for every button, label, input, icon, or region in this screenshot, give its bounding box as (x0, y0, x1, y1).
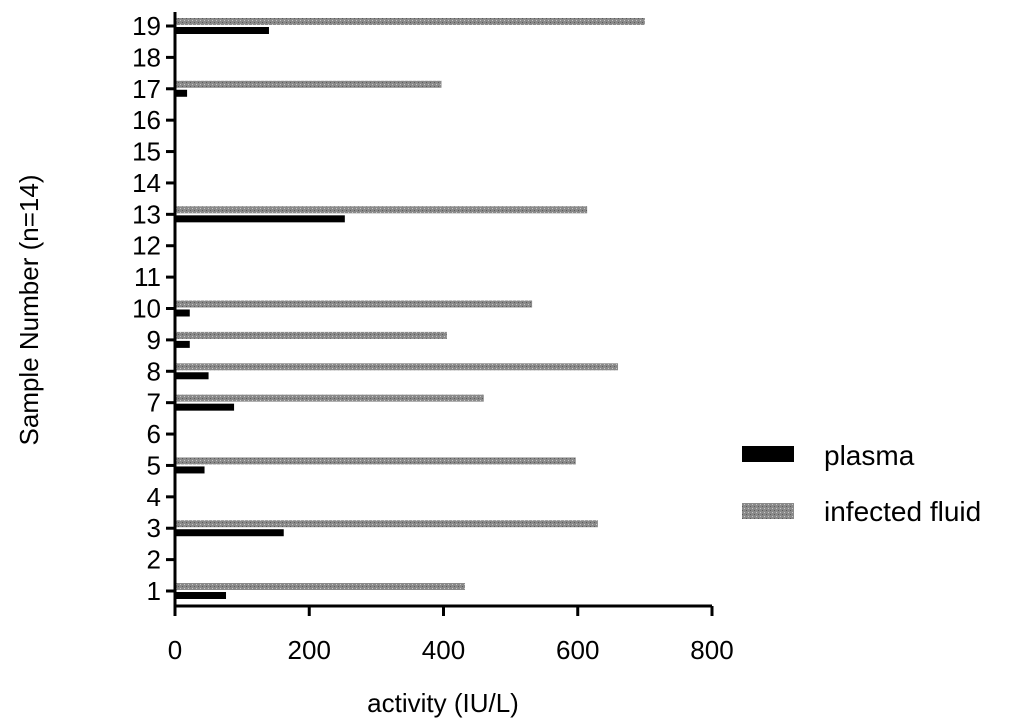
x-tick-label-800: 800 (690, 635, 733, 665)
y-tick-label-4: 4 (147, 482, 161, 512)
y-tick-label-3: 3 (147, 513, 161, 543)
bar-plasma-sample-19 (175, 27, 269, 34)
bar-plasma-sample-9 (175, 340, 190, 348)
y-tick-label-18: 18 (132, 42, 161, 72)
bar-infected-fluid-sample-17 (175, 80, 442, 88)
bar-infected-fluid-sample-3 (175, 520, 598, 528)
x-axis-ticks: 0 200 400 600 800 (168, 606, 734, 665)
bar-infected-fluid-sample-19 (175, 18, 645, 25)
bar-plasma-sample-17 (175, 89, 188, 97)
bar-infected-fluid-sample-1 (175, 583, 465, 590)
y-tick-label-13: 13 (132, 199, 161, 229)
legend: plasma infected fluid (742, 440, 981, 527)
y-tick-label-1: 1 (147, 576, 161, 606)
y-tick-label-5: 5 (147, 450, 161, 480)
y-axis-title: Sample Number (n=14) (14, 175, 44, 446)
bar-infected-fluid-sample-10 (175, 300, 533, 308)
x-tick-label-600: 600 (556, 635, 599, 665)
y-tick-label-6: 6 (147, 419, 161, 449)
bar-infected-fluid-sample-8 (175, 363, 619, 371)
y-tick-label-19: 19 (132, 11, 161, 41)
y-tick-label-14: 14 (132, 168, 161, 198)
bar-infected-fluid-sample-7 (175, 394, 484, 402)
x-tick-label-200: 200 (288, 635, 331, 665)
legend-swatch-plasma (742, 446, 794, 462)
x-axis-title: activity (IU/L) (367, 688, 519, 718)
y-tick-label-15: 15 (132, 137, 161, 167)
y-tick-label-16: 16 (132, 105, 161, 135)
y-tick-label-7: 7 (147, 388, 161, 418)
y-tick-label-8: 8 (147, 356, 161, 386)
legend-label-plasma: plasma (824, 440, 915, 471)
x-tick-label-400: 400 (422, 635, 465, 665)
bar-plasma-sample-10 (175, 309, 190, 317)
y-tick-label-11: 11 (134, 262, 161, 292)
x-tick-label-0: 0 (168, 635, 182, 665)
y-tick-label-12: 12 (132, 231, 161, 261)
bar-plasma-sample-5 (175, 466, 205, 474)
y-tick-label-10: 10 (132, 294, 161, 324)
legend-label-infected-fluid: infected fluid (824, 496, 981, 527)
legend-swatch-infected-fluid (742, 503, 794, 519)
bar-plasma-sample-13 (175, 215, 345, 223)
bars-group (175, 18, 645, 599)
y-tick-label-2: 2 (147, 545, 161, 575)
bar-infected-fluid-sample-13 (175, 206, 588, 214)
bar-plasma-sample-3 (175, 529, 284, 537)
y-tick-label-17: 17 (132, 74, 161, 104)
bar-plasma-sample-1 (175, 592, 227, 599)
bar-infected-fluid-sample-9 (175, 331, 447, 339)
bar-plasma-sample-8 (175, 372, 209, 380)
bar-infected-fluid-sample-5 (175, 457, 576, 465)
bar-plasma-sample-7 (175, 403, 235, 411)
y-tick-label-9: 9 (147, 325, 161, 355)
